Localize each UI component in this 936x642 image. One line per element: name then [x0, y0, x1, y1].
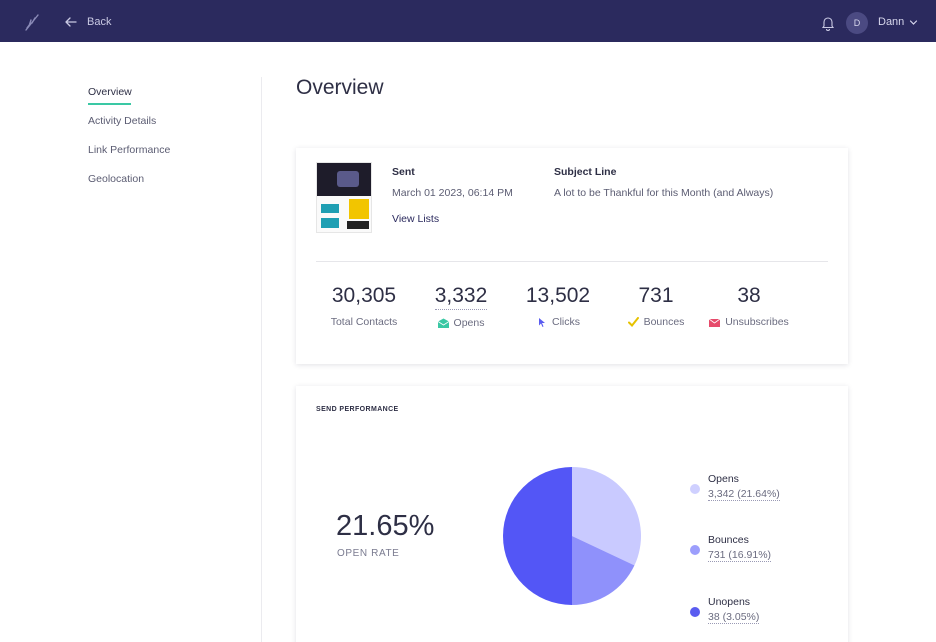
stat-opens[interactable]: 3,332 Opens — [422, 284, 500, 329]
stat-value: 38 — [737, 284, 761, 307]
sidebar-item-link-performance[interactable]: Link Performance — [88, 142, 238, 171]
back-label: Back — [87, 16, 112, 28]
thumbnail-block — [321, 218, 339, 228]
stat-value: 13,502 — [525, 284, 591, 307]
sidebar-item-label: Link Performance — [88, 144, 171, 156]
thumbnail-block — [347, 221, 369, 229]
open-rate-label: OPEN RATE — [337, 548, 400, 559]
stat-bounces: 731 Bounces — [614, 284, 698, 328]
thumbnail-hero-image — [337, 171, 359, 187]
pie-slice-opens[interactable] — [572, 467, 641, 566]
stat-label: Unsubscribes — [725, 316, 789, 328]
legend-dot — [690, 484, 700, 494]
stat-label: Bounces — [643, 316, 685, 328]
stat-clicks: 13,502 Clicks — [518, 284, 598, 328]
pie-slice-bounces[interactable] — [572, 536, 635, 605]
legend-name: Opens — [708, 473, 739, 485]
unsubscribe-envelope-icon — [709, 318, 721, 327]
subject-line-value: A lot to be Thankful for this Month (and… — [554, 187, 774, 199]
view-lists-link[interactable]: View Lists — [392, 213, 440, 225]
thumbnail-block — [321, 204, 339, 213]
stat-value: 3,332 — [434, 284, 488, 310]
section-title: SEND PERFORMANCE — [316, 406, 399, 413]
checkmark-icon — [627, 317, 639, 327]
campaign-summary-card: Sent March 01 2023, 06:14 PM View Lists … — [296, 148, 848, 364]
arrow-left-icon — [65, 17, 77, 27]
sidebar-item-label: Activity Details — [88, 115, 157, 127]
feather-logo-icon[interactable] — [22, 12, 42, 32]
legend-name: Unopens — [708, 596, 751, 608]
sidebar-item-label: Geolocation — [88, 173, 145, 185]
stat-unsubscribes: 38 Unsubscribes — [704, 284, 794, 328]
legend-value: 38 (3.05%) — [708, 611, 760, 624]
send-performance-card: SEND PERFORMANCE 21.65% OPEN RATE Opens … — [296, 386, 848, 642]
stat-value: 30,305 — [331, 284, 397, 307]
top-bar: Back D Dann — [0, 0, 936, 42]
pie-slice-unopens[interactable] — [503, 467, 572, 605]
open-rate-value: 21.65% — [336, 510, 435, 542]
sent-date: March 01 2023, 06:14 PM — [392, 187, 513, 199]
legend-dot — [690, 607, 700, 617]
email-preview-thumbnail[interactable] — [316, 162, 372, 233]
subject-line-label: Subject Line — [554, 166, 617, 178]
cursor-click-icon — [539, 318, 545, 327]
sidebar-item-geolocation[interactable]: Geolocation — [88, 171, 238, 200]
user-name: Dann — [878, 16, 905, 28]
thumbnail-block — [349, 199, 369, 219]
stat-label: Opens — [453, 317, 485, 329]
stat-label: Clicks — [552, 316, 580, 328]
user-menu[interactable]: Dann — [878, 16, 918, 28]
stat-label: Total Contacts — [330, 316, 398, 328]
summary-divider — [316, 261, 828, 262]
legend-name: Bounces — [708, 534, 749, 546]
stat-total-contacts: 30,305 Total Contacts — [324, 284, 404, 328]
send-performance-pie-chart — [503, 467, 641, 605]
sidebar-item-overview[interactable]: Overview — [88, 84, 238, 113]
legend-value: 3,342 (21.64%) — [708, 488, 780, 501]
chevron-down-icon — [910, 19, 918, 25]
sidebar-nav: Overview Activity Details Link Performan… — [88, 84, 238, 200]
legend-dot — [690, 545, 700, 555]
bell-icon[interactable] — [821, 15, 835, 31]
sidebar-item-label: Overview — [88, 86, 132, 98]
back-button[interactable]: Back — [64, 14, 111, 30]
stat-value: 731 — [638, 284, 674, 307]
sidebar-item-activity-details[interactable]: Activity Details — [88, 113, 238, 142]
legend-value: 731 (16.91%) — [708, 549, 772, 562]
user-avatar[interactable]: D — [846, 12, 868, 34]
active-indicator — [88, 103, 131, 105]
sidebar-divider — [261, 77, 262, 642]
open-envelope-icon — [437, 318, 449, 328]
page-title: Overview — [296, 76, 384, 99]
sent-label: Sent — [392, 166, 415, 178]
